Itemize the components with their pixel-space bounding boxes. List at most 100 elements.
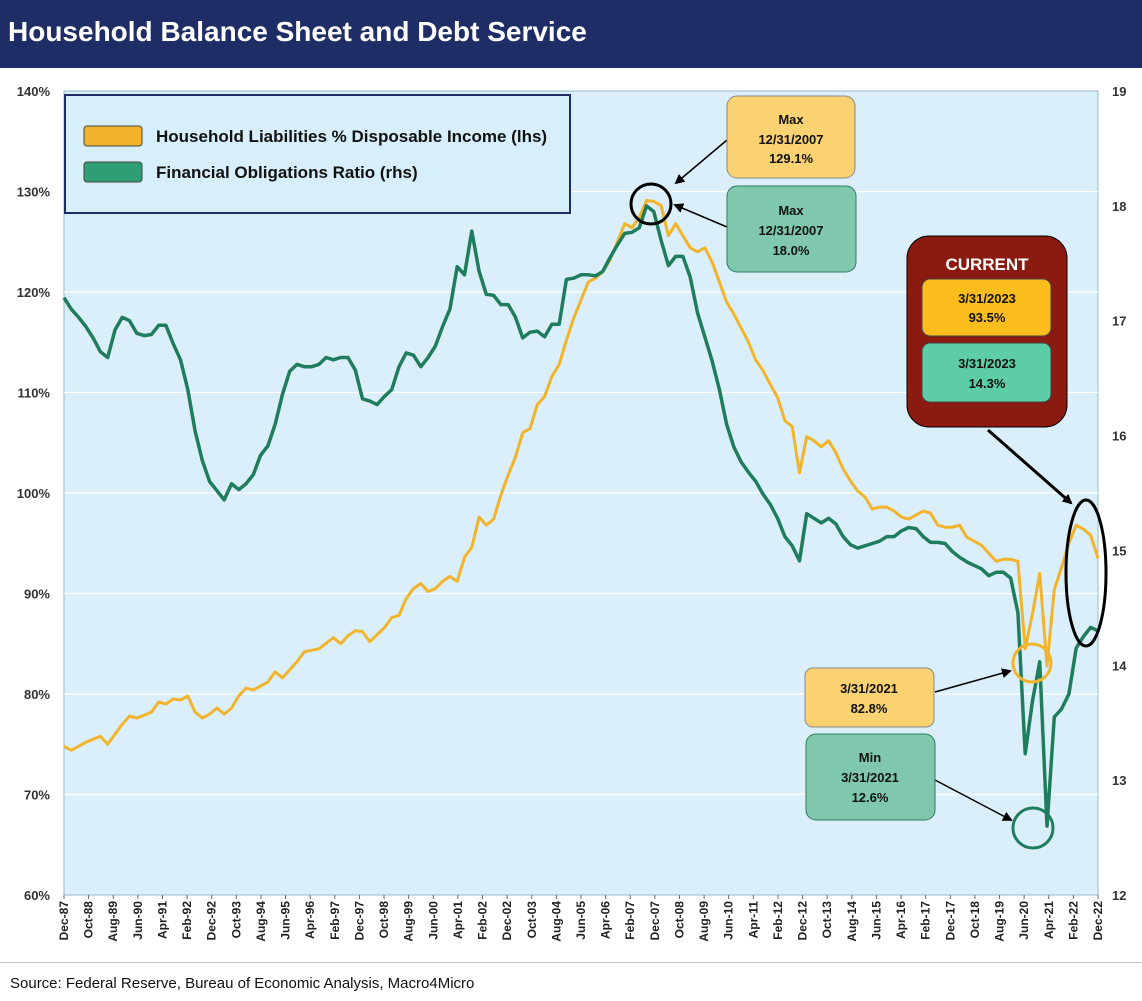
- current-liab-box: [921, 278, 1052, 337]
- annotation-line: 12/31/2007: [758, 223, 823, 238]
- annotation-box: [804, 667, 935, 728]
- chart-title: Household Balance Sheet and Debt Service: [8, 16, 587, 47]
- annotation-line: 82.8%: [851, 701, 888, 716]
- x-tick-label: Apr-11: [746, 901, 760, 939]
- x-tick-label: Jun-90: [131, 901, 145, 940]
- legend-swatch-obligations: [83, 161, 143, 183]
- x-tick-label: Dec-87: [57, 901, 71, 941]
- y-left-tick-label: 140%: [17, 84, 51, 99]
- annotation-min-liabilities: 3/31/2021 82.8%: [804, 667, 935, 728]
- x-tick-label: Oct-93: [229, 901, 243, 939]
- source-note: Source: Federal Reserve, Bureau of Econo…: [10, 975, 475, 992]
- x-axis: Dec-87 Oct-88 Aug-89 Jun-90 Apr-91 Feb-92 Dec-…: [57, 895, 1105, 942]
- x-tick-label: Apr-06: [599, 901, 613, 939]
- footer: Source: Federal Reserve, Bureau of Econo…: [0, 962, 1142, 1001]
- y-right-tick-label: 15: [1112, 543, 1126, 558]
- y-right-tick-label: 18: [1112, 199, 1126, 214]
- x-tick-label: Dec-07: [648, 901, 662, 941]
- obligations-series-line: [62, 204, 1099, 828]
- header-bar: Household Balance Sheet and Debt Service: [0, 0, 1142, 68]
- annotation-line: 129.1%: [769, 151, 814, 166]
- annotation-line: 3/31/2023: [958, 356, 1016, 371]
- y-right-tick-label: 12: [1112, 888, 1126, 903]
- x-tick-label: Aug-14: [845, 901, 859, 942]
- arrow-max-liab: [674, 139, 728, 185]
- y-left-tick-label: 120%: [17, 285, 51, 300]
- x-tick-label: Dec-22: [1091, 901, 1105, 941]
- x-tick-label: Oct-13: [820, 901, 834, 939]
- x-tick-label: Feb-22: [1066, 901, 1080, 940]
- x-tick-label: Jun-00: [426, 901, 440, 940]
- y-right-tick-label: 14: [1112, 658, 1127, 673]
- arrow-current: [987, 428, 1073, 505]
- current-title: CURRENT: [945, 255, 1029, 274]
- annotation-max-liabilities: Max 12/31/2007 129.1%: [726, 95, 856, 179]
- min-for-highlight-circle: [1011, 806, 1055, 850]
- legend-box: [64, 94, 571, 214]
- y-left-tick-label: 70%: [24, 788, 50, 803]
- x-tick-label: Jun-95: [279, 901, 293, 940]
- x-tick-label: Dec-92: [205, 901, 219, 941]
- x-tick-label: Apr-01: [451, 901, 465, 939]
- y-left-tick-label: 130%: [17, 185, 51, 200]
- x-tick-label: Jun-20: [1017, 901, 1031, 940]
- y-right-tick-label: 13: [1112, 773, 1126, 788]
- arrow-min-for: [934, 779, 1013, 821]
- x-tick-label: Feb-17: [919, 901, 933, 940]
- x-tick-label: Jun-05: [574, 901, 588, 940]
- current-for-box: [921, 342, 1052, 403]
- x-tick-label: Apr-91: [155, 901, 169, 939]
- annotation-line: 3/31/2023: [958, 291, 1016, 306]
- current-highlight-ellipse: [1064, 498, 1108, 648]
- arrow-min-liab: [934, 668, 1012, 693]
- annotation-line: 3/31/2021: [841, 770, 899, 785]
- x-tick-label: Oct-03: [525, 901, 539, 939]
- y-left-tick-label: 110%: [17, 386, 50, 401]
- x-tick-label: Dec-17: [943, 901, 957, 941]
- x-tick-label: Feb-92: [180, 901, 194, 940]
- annotation-line: 12/31/2007: [758, 132, 823, 147]
- y-right-tick-label: 17: [1112, 314, 1126, 329]
- annotation-line: 93.5%: [969, 310, 1006, 325]
- x-tick-label: Oct-98: [377, 901, 391, 939]
- arrow-max-for: [673, 203, 728, 228]
- x-tick-label: Oct-08: [672, 901, 686, 939]
- max-highlight-circle: [629, 182, 673, 226]
- annotation-line: Max: [778, 203, 804, 218]
- x-tick-label: Dec-97: [352, 901, 366, 941]
- annotation-line: Min: [859, 750, 881, 765]
- legend-label-liabilities: Household Liabilities % Disposable Incom…: [156, 127, 547, 146]
- annotation-min-obligations: Min 3/31/2021 12.6%: [805, 733, 936, 821]
- annotation-box: [726, 95, 856, 179]
- chart: 60%70%80%90%100%110%120%130%140% 1213141…: [17, 84, 1127, 942]
- y-right-tick-label: 16: [1112, 429, 1126, 444]
- y-left-tick-label: 60%: [24, 888, 50, 903]
- x-tick-label: Feb-07: [623, 901, 637, 940]
- y-left-tick-label: 90%: [24, 587, 50, 602]
- legend-label-obligations: Financial Obligations Ratio (rhs): [156, 163, 418, 182]
- x-tick-label: Aug-94: [254, 901, 268, 942]
- x-tick-label: Jun-10: [722, 901, 736, 940]
- x-tick-label: Aug-19: [993, 901, 1007, 942]
- x-tick-label: Aug-99: [402, 901, 416, 942]
- annotation-line: 3/31/2021: [840, 681, 898, 696]
- x-tick-label: Dec-02: [500, 901, 514, 941]
- x-tick-label: Apr-16: [894, 901, 908, 939]
- annotation-line: 14.3%: [969, 376, 1006, 391]
- x-tick-label: Oct-18: [968, 901, 982, 939]
- min-liab-highlight-circle: [1011, 642, 1053, 684]
- legend-swatch-liabilities: [83, 125, 143, 147]
- x-tick-label: Apr-21: [1042, 901, 1056, 939]
- annotation-box: [805, 733, 936, 821]
- current-panel: CURRENT 3/31/2023 93.5% 3/31/2023 14.3%: [906, 235, 1068, 428]
- x-tick-label: Aug-89: [106, 901, 120, 942]
- x-tick-label: Feb-02: [476, 901, 490, 940]
- x-tick-label: Jun-15: [869, 901, 883, 940]
- right-axis: 12 13 14 15 16 17 18 19: [1112, 84, 1127, 903]
- legend: Household Liabilities % Disposable Incom…: [64, 94, 571, 214]
- annotation-line: 12.6%: [852, 790, 889, 805]
- x-tick-label: Aug-09: [697, 901, 711, 942]
- y-right-tick-label: 19: [1112, 84, 1126, 99]
- annotation-max-obligations: Max 12/31/2007 18.0%: [726, 185, 857, 273]
- x-tick-label: Oct-88: [82, 901, 96, 939]
